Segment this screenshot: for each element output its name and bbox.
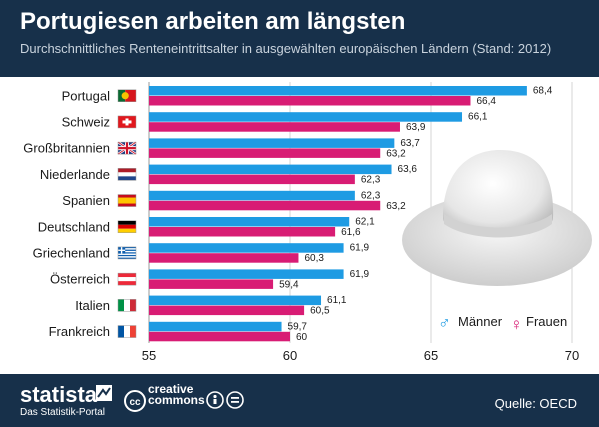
bar-women — [149, 331, 290, 342]
category-label: Niederlande — [40, 167, 110, 182]
bar-women — [149, 122, 400, 132]
flag-germany-icon — [117, 220, 137, 233]
bar-women — [149, 174, 355, 185]
bar-men — [149, 112, 463, 122]
chart-subtitle: Durchschnittliches Renteneintrittsalter … — [20, 41, 552, 56]
bar-men — [149, 217, 350, 227]
category-label: Österreich — [50, 272, 110, 287]
source-label: Quelle: OECD — [494, 396, 577, 411]
bar-men — [149, 190, 355, 201]
data-label-women: 62,3 — [361, 175, 381, 186]
bar-men — [149, 164, 392, 175]
data-label-women: 60,5 — [310, 306, 330, 317]
category-label: Spanien — [62, 193, 110, 208]
svg-text:cc: cc — [129, 397, 141, 408]
statista-logo[interactable]: statista — [20, 382, 98, 407]
male-symbol-icon: ♂ — [438, 313, 451, 332]
legend-item-men: ♂ Männer — [438, 313, 503, 332]
category-label: Großbritannien — [23, 141, 110, 156]
flag-switzerland-icon — [117, 115, 137, 129]
x-axis-ticks: 55 60 65 70 — [142, 348, 579, 363]
category-label: Schweiz — [62, 114, 110, 129]
hat-icon — [402, 150, 592, 286]
bar-women — [149, 279, 274, 289]
bar-women — [149, 200, 381, 211]
flag-italy-icon — [117, 299, 137, 312]
data-label-men: 61,9 — [350, 243, 370, 254]
data-label-women: 63,2 — [386, 201, 406, 212]
data-label-men: 61,1 — [327, 295, 347, 306]
no-derivatives-icon — [226, 391, 244, 409]
data-label-men: 62,3 — [361, 190, 381, 201]
flag-netherlands-icon — [117, 168, 137, 181]
legend: ♂ Männer ♀ Frauen — [438, 313, 567, 334]
data-label-men: 63,6 — [398, 164, 418, 175]
data-label-men: 61,9 — [350, 269, 370, 280]
data-label-women: 60,3 — [304, 253, 324, 264]
data-label-women: 59,4 — [279, 279, 299, 290]
category-label: Italien — [75, 298, 110, 313]
category-label: Frankreich — [49, 324, 110, 339]
bar-women — [149, 305, 305, 316]
flag-austria-icon — [117, 272, 137, 286]
legend-item-women: ♀ Frauen — [510, 314, 567, 334]
x-tick-label: 65 — [424, 348, 438, 363]
bar-chart: 68,466,466,163,963,763,263,662,362,363,2… — [23, 82, 592, 363]
flag-spain-icon — [117, 194, 137, 207]
data-label-men: 59,7 — [288, 321, 308, 332]
bar-women — [149, 227, 336, 237]
category-label: Portugal — [62, 88, 111, 103]
bar-men — [149, 321, 282, 332]
chart-title: Portugiesen arbeiten am längsten — [20, 8, 406, 35]
flags — [117, 89, 137, 338]
category-labels: Portugal Schweiz Großbritannien Niederlande… — [23, 88, 110, 339]
data-label-men: 66,1 — [468, 112, 488, 123]
category-label: Deutschland — [38, 219, 110, 234]
legend-label-women: Frauen — [526, 314, 567, 329]
creative-commons-label[interactable]: creative commons — [148, 382, 205, 407]
statista-logo-icon — [96, 385, 112, 401]
flag-uk-icon — [117, 141, 137, 156]
x-tick-label: 55 — [142, 348, 156, 363]
bars: 68,466,466,163,963,763,263,662,362,363,2… — [149, 86, 553, 343]
bar-men — [149, 243, 344, 253]
bar-men — [149, 86, 527, 96]
data-label-men: 63,7 — [400, 138, 420, 149]
statista-tagline: Das Statistik-Portal — [20, 407, 106, 418]
data-label-women: 60 — [296, 332, 308, 343]
legend-label-men: Männer — [458, 314, 503, 329]
flag-portugal-icon — [117, 89, 137, 102]
bar-women — [149, 96, 471, 106]
x-tick-label: 70 — [565, 348, 579, 363]
category-label: Griechenland — [33, 245, 110, 260]
bar-men — [149, 295, 322, 306]
header: Portugiesen arbeiten am längsten Durchsc… — [0, 0, 599, 77]
bar-men — [149, 138, 395, 148]
bar-women — [149, 253, 299, 263]
flag-france-icon — [117, 325, 137, 338]
flag-greece-icon — [117, 246, 137, 260]
female-symbol-icon: ♀ — [510, 315, 523, 334]
bar-women — [149, 148, 381, 158]
license-icons — [206, 391, 244, 409]
footer: statista Das Statistik-Portal cc creativ… — [0, 374, 599, 427]
data-label-women: 63,2 — [386, 148, 406, 159]
bar-men — [149, 269, 344, 279]
x-tick-label: 60 — [283, 348, 297, 363]
attribution-icon — [206, 391, 224, 409]
data-label-men: 68,4 — [533, 86, 553, 97]
creative-commons-icon: cc — [124, 390, 146, 412]
data-label-women: 66,4 — [476, 96, 496, 107]
data-label-women: 63,9 — [406, 122, 426, 133]
data-label-women: 61,6 — [341, 227, 361, 238]
data-label-men: 62,1 — [355, 217, 375, 228]
